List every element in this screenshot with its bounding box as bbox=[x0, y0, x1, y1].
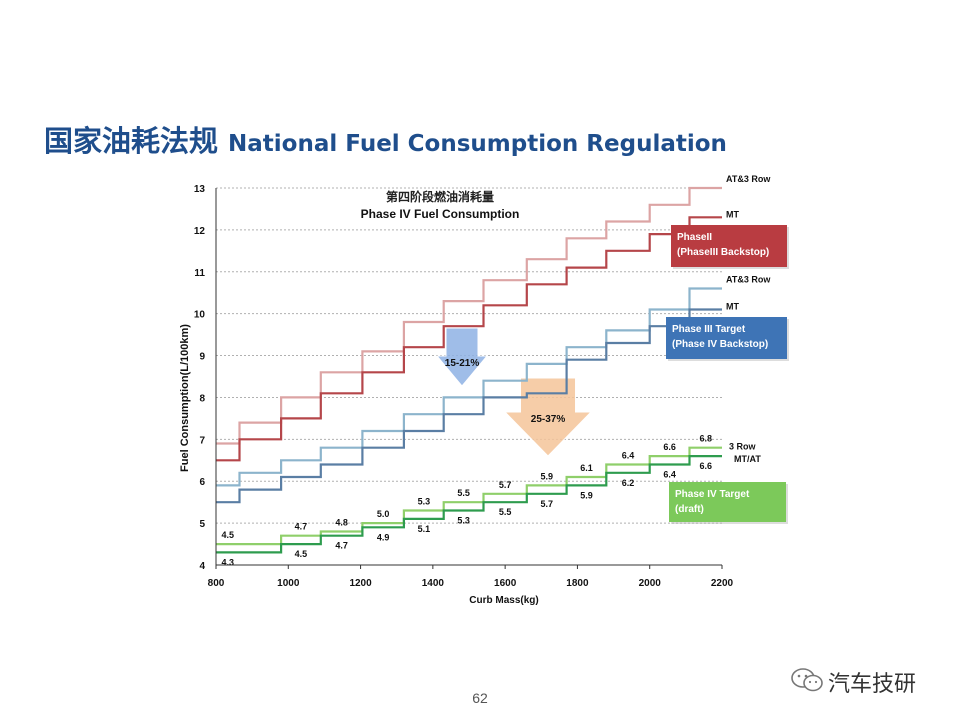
series-name-p3-at: AT&3 Row bbox=[726, 174, 771, 184]
data-label: 5.7 bbox=[499, 480, 512, 490]
x-tick-label: 800 bbox=[208, 578, 225, 589]
chart-title-cn: 第四阶段燃油消耗量 bbox=[386, 189, 494, 204]
reduction-arrow-label: 25-37% bbox=[531, 414, 566, 425]
data-labels: AT&3 Row MT AT&3 Row MT 4.5 4.7 4.8 5.0 5.3 5.5 5.… bbox=[221, 174, 771, 567]
data-label: 6.4 bbox=[663, 469, 676, 479]
legend-box-phase3: Phase III Target (Phase IV Backstop) bbox=[666, 317, 789, 361]
data-label: 4.5 bbox=[221, 530, 234, 540]
data-label: 6.6 bbox=[663, 442, 676, 452]
x-tick-label: 2000 bbox=[639, 578, 662, 589]
y-tick-label: 7 bbox=[199, 435, 205, 446]
x-axis-label: Curb Mass(kg) bbox=[469, 595, 538, 606]
legend-box-phase4: Phase IV Target (draft) bbox=[669, 482, 788, 524]
page-title-en: National Fuel Consumption Regulation bbox=[228, 131, 727, 157]
y-tick-label: 11 bbox=[194, 268, 205, 279]
series-name-p4-mt: MT bbox=[726, 301, 739, 311]
legend-box-bg bbox=[669, 482, 786, 522]
y-tick-label: 6 bbox=[199, 477, 205, 488]
x-tick-label: 1200 bbox=[349, 578, 372, 589]
data-label: 6.8 bbox=[699, 434, 712, 444]
y-tick-label: 4 bbox=[199, 561, 205, 572]
x-tick-label: 1400 bbox=[422, 578, 445, 589]
x-tick-label: 2200 bbox=[711, 578, 734, 589]
series-line-p5-mtat bbox=[216, 455, 722, 554]
legend-box-bg bbox=[666, 317, 787, 359]
series-line-p4-mt bbox=[216, 308, 722, 504]
page-title-cn: 国家油耗法规 bbox=[44, 124, 219, 158]
y-tick-label: 10 bbox=[194, 310, 206, 321]
data-label: 6.1 bbox=[580, 463, 593, 473]
data-label: 5.0 bbox=[377, 509, 390, 519]
legend-box-bg bbox=[671, 225, 787, 267]
x-tick-label: 1800 bbox=[566, 578, 589, 589]
data-label: 5.7 bbox=[540, 499, 553, 509]
chart-title: Phase IV Fuel Consumption bbox=[361, 207, 520, 221]
legend-box-line1: PhaseII bbox=[677, 232, 712, 243]
reduction-arrow-shape bbox=[435, 327, 489, 387]
y-tick-label: 12 bbox=[194, 226, 206, 237]
data-label: 4.9 bbox=[377, 532, 390, 542]
data-label: 4.5 bbox=[295, 549, 308, 559]
series-name-p5-3row: 3 Row bbox=[729, 442, 757, 452]
data-label: 5.5 bbox=[499, 507, 512, 517]
legend-box-line2: (PhaseIII Backstop) bbox=[677, 247, 769, 258]
data-label: 5.3 bbox=[418, 497, 431, 507]
reduction-arrow: 15-21% bbox=[435, 327, 489, 387]
y-tick-label: 5 bbox=[199, 519, 205, 530]
legend-box-line1: Phase III Target bbox=[672, 324, 746, 335]
series-name-p5-mtat: MT/AT bbox=[734, 454, 761, 464]
data-label: 6.2 bbox=[622, 478, 635, 488]
data-label: 4.7 bbox=[295, 522, 308, 532]
x-tick-label: 1600 bbox=[494, 578, 517, 589]
data-label: 5.9 bbox=[580, 490, 593, 500]
page-title: 国家油耗法规 National Fuel Consumption Regulati… bbox=[44, 118, 727, 160]
y-tick-label: 13 bbox=[194, 184, 206, 195]
legend-box-line2: (draft) bbox=[675, 504, 704, 515]
data-label: 4.8 bbox=[335, 517, 348, 527]
series-line-p4-at bbox=[216, 287, 722, 487]
data-label: 5.5 bbox=[457, 488, 470, 498]
y-axis-label: Fuel Consumption(L/100km) bbox=[179, 324, 191, 472]
x-tick-label: 1000 bbox=[277, 578, 300, 589]
series-lines bbox=[216, 186, 722, 554]
legend: PhaseII (PhaseIII Backstop) Phase III Targ… bbox=[666, 225, 789, 524]
page-number: 62 bbox=[472, 690, 488, 706]
data-label: 4.7 bbox=[335, 541, 348, 551]
y-tick-label: 9 bbox=[199, 352, 205, 363]
data-label: 5.3 bbox=[457, 516, 470, 526]
series-line-p3-mt bbox=[216, 216, 722, 462]
axes: 4 5 6 7 8 9 10 11 12 13 800 1000 1200 1400 1600 1800 200… bbox=[194, 184, 734, 589]
watermark: 汽车技研 bbox=[790, 666, 916, 698]
legend-box-line2: (Phase IV Backstop) bbox=[672, 339, 768, 350]
data-label: 6.6 bbox=[699, 461, 712, 471]
legend-box-phase2: PhaseII (PhaseIII Backstop) bbox=[671, 225, 789, 269]
series-line-p3-at bbox=[216, 186, 722, 445]
grid bbox=[216, 187, 722, 524]
data-label: 5.9 bbox=[540, 471, 553, 481]
data-label: 6.4 bbox=[622, 450, 635, 460]
data-label: 5.1 bbox=[418, 524, 431, 534]
legend-box-line1: Phase IV Target bbox=[675, 489, 750, 500]
reduction-arrow-label: 15-21% bbox=[445, 358, 480, 369]
watermark-text: 汽车技研 bbox=[828, 672, 917, 697]
series-name-p3-mt: MT bbox=[726, 209, 739, 219]
y-tick-label: 8 bbox=[199, 393, 205, 404]
wechat-icon bbox=[790, 667, 824, 698]
reduction-arrow: 25-37% bbox=[503, 377, 593, 457]
data-label: 4.3 bbox=[221, 557, 234, 567]
series-name-p4-at: AT&3 Row bbox=[726, 275, 771, 285]
